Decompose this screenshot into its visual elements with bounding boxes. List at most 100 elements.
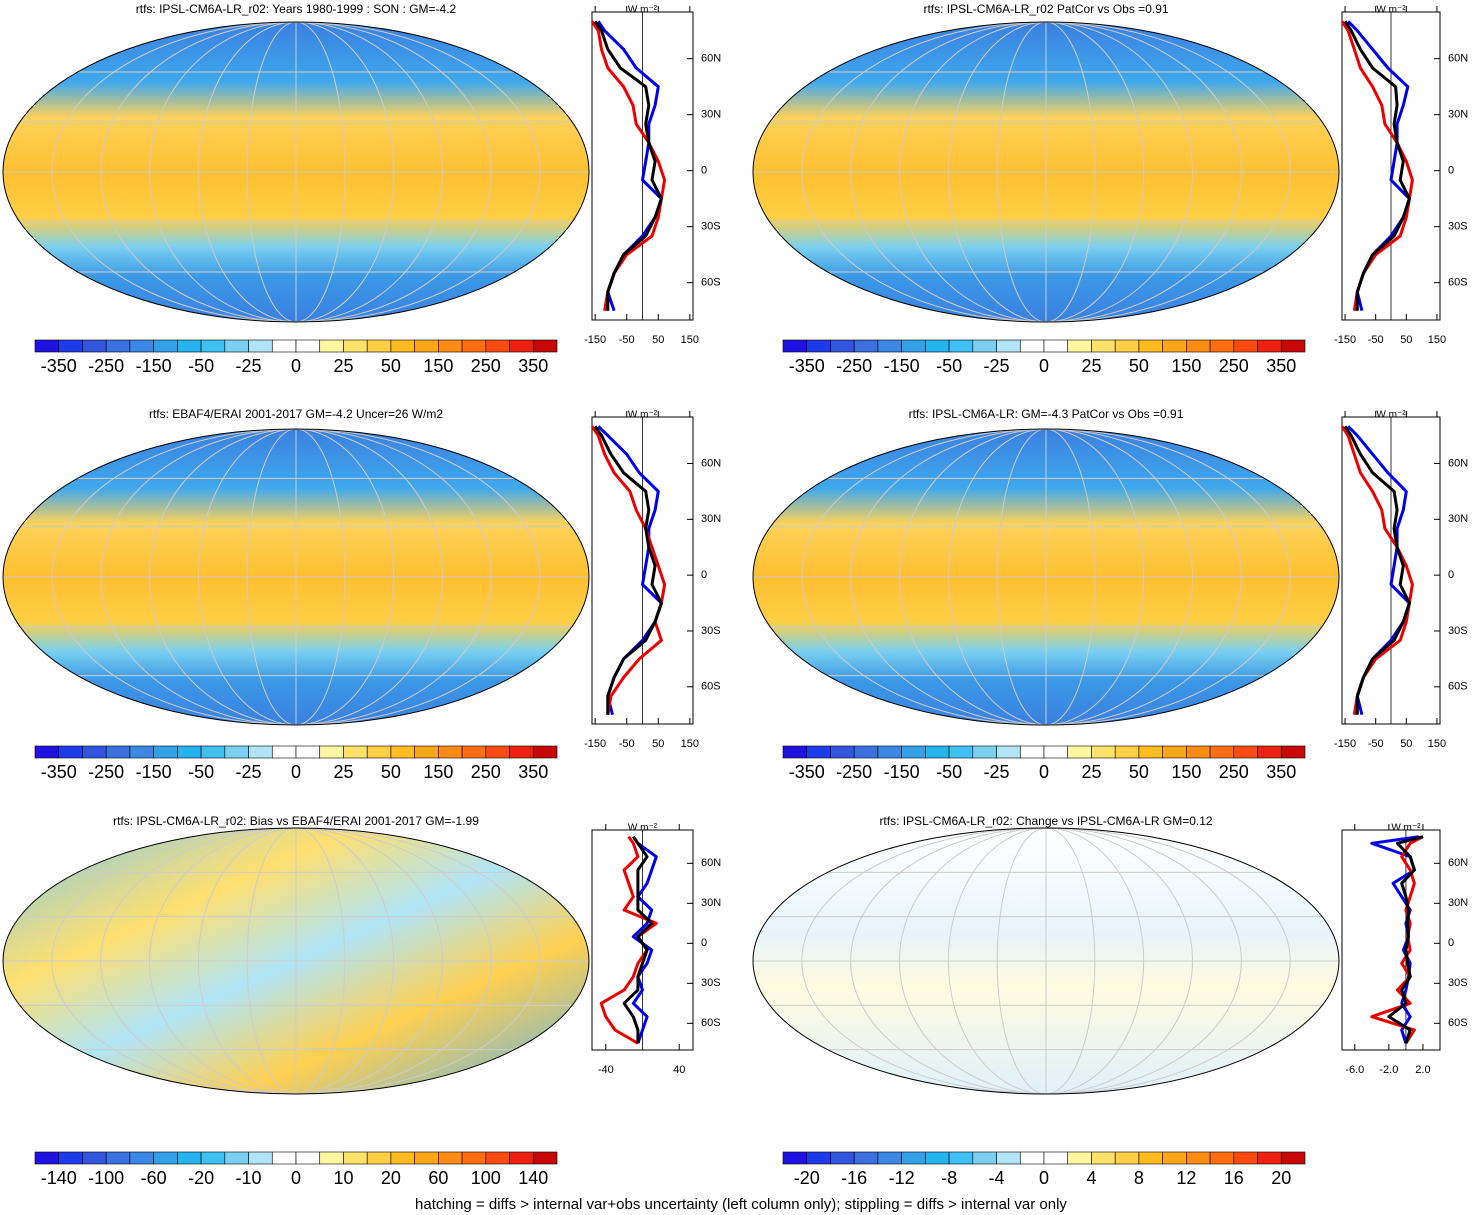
y-tick-label: 30N — [1448, 109, 1468, 121]
colorbar-label: -250 — [836, 356, 872, 376]
x-tick-label: 2.0 — [1415, 1064, 1430, 1076]
y-tick-label: 30S — [1448, 977, 1468, 989]
colorbar-box — [343, 339, 368, 353]
colorbar-box — [153, 745, 178, 759]
colorbar-box — [319, 745, 344, 759]
colorbar-label: -8 — [941, 1168, 957, 1188]
caption: hatching = diffs > internal var+obs unce… — [415, 1196, 1067, 1213]
map-meridian — [801, 22, 1291, 322]
colorbar-box — [1019, 1151, 1045, 1165]
colorbar-label: 25 — [1081, 762, 1101, 782]
colorbar-box — [509, 1151, 534, 1165]
unit-label: W m⁻² — [628, 823, 658, 834]
zonal-line — [631, 835, 658, 1044]
colorbar-label: -150 — [136, 762, 172, 782]
unit-label: W m⁻² — [1376, 5, 1406, 16]
map — [3, 429, 589, 725]
colorbar-box — [319, 339, 344, 353]
colorbar-box — [295, 745, 321, 759]
colorbar-box — [1186, 745, 1211, 759]
zonal-line — [1347, 425, 1411, 716]
colorbar-box — [248, 1151, 273, 1165]
colorbar-label: -20 — [794, 1168, 820, 1188]
colorbar-box — [390, 339, 415, 353]
colorbar-box — [366, 1151, 392, 1165]
colorbar-box — [485, 339, 510, 353]
colorbar-label: 350 — [518, 356, 548, 376]
colorbar-box — [877, 1151, 902, 1165]
colorbar-box — [1114, 1151, 1140, 1165]
map-border — [2, 428, 590, 726]
x-tick-label: -150 — [1334, 334, 1356, 346]
colorbar-label: 20 — [1271, 1168, 1291, 1188]
colorbar-box — [509, 339, 534, 353]
colorbar-label: -140 — [41, 1168, 77, 1188]
colorbar-box — [509, 745, 534, 759]
x-tick-label: -40 — [598, 1064, 614, 1076]
colorbar-box — [248, 339, 273, 353]
colorbar-box — [806, 1151, 831, 1165]
y-tick-label: 30S — [701, 221, 721, 233]
colorbar-box — [200, 1151, 226, 1165]
colorbar-label: 0 — [1039, 762, 1049, 782]
map-meridian — [899, 828, 1193, 1094]
x-tick-label: 150 — [1428, 738, 1446, 750]
colorbar-box — [105, 1151, 131, 1165]
colorbar-label: 50 — [1129, 356, 1149, 376]
colorbar-box — [996, 339, 1021, 353]
y-tick-label: 60S — [1448, 1017, 1468, 1029]
map-meridian — [197, 828, 395, 1094]
colorbar-box — [996, 1151, 1021, 1165]
y-tick-label: 0 — [701, 937, 707, 949]
colorbar-box — [782, 339, 808, 353]
map-meridian — [197, 22, 395, 322]
colorbar-label: 350 — [518, 762, 548, 782]
y-tick-label: 30N — [1448, 897, 1468, 909]
colorbar-label: -50 — [188, 356, 214, 376]
zonal-line — [593, 425, 663, 715]
map-meridian — [899, 429, 1193, 725]
colorbar-box — [1233, 1151, 1258, 1165]
colorbar-box — [901, 745, 926, 759]
colorbar-label: -50 — [936, 356, 962, 376]
x-tick-label: -150 — [584, 738, 606, 750]
colorbar-label: 250 — [1219, 762, 1249, 782]
map — [753, 828, 1339, 1094]
x-tick-label: 50 — [652, 334, 664, 346]
zonal-line — [1370, 835, 1424, 1045]
y-tick-label: 60S — [701, 681, 721, 693]
colorbar-box — [82, 745, 107, 759]
zonal-line — [1347, 20, 1411, 312]
colorbar-box — [532, 339, 558, 353]
colorbar-label: -25 — [236, 356, 262, 376]
map-border — [2, 827, 590, 1095]
colorbar-label: 60 — [428, 1168, 448, 1188]
map-meridian — [197, 429, 395, 725]
colorbar-label: 10 — [333, 1168, 353, 1188]
colorbar-box — [901, 1151, 926, 1165]
colorbar-box — [461, 339, 487, 353]
colorbar-label: -150 — [884, 356, 920, 376]
colorbar-label: -350 — [41, 356, 77, 376]
colorbar-box — [806, 339, 831, 353]
colorbar-box — [532, 745, 558, 759]
x-tick-label: 150 — [1428, 334, 1446, 346]
colorbar-box — [972, 339, 997, 353]
colorbar-label: -50 — [188, 762, 214, 782]
panel-title: rtfs: IPSL-CM6A-LR_r02: Bias vs EBAF4/ER… — [113, 814, 479, 828]
colorbar-box — [1043, 745, 1069, 759]
zonal-line — [1340, 425, 1414, 715]
colorbar-box — [1138, 1151, 1163, 1165]
colorbar-box — [877, 745, 902, 759]
colorbar-box — [82, 1151, 107, 1165]
zonal-line — [590, 20, 667, 311]
map-meridian — [947, 828, 1145, 1094]
zonal-line — [1340, 20, 1414, 311]
colorbar-box — [390, 745, 415, 759]
colorbar-box — [972, 745, 997, 759]
colorbar-box — [972, 1151, 997, 1165]
colorbar-box — [438, 1151, 463, 1165]
zonal-line — [590, 425, 667, 715]
map-meridian — [100, 22, 492, 322]
colorbar-label: 25 — [333, 762, 353, 782]
